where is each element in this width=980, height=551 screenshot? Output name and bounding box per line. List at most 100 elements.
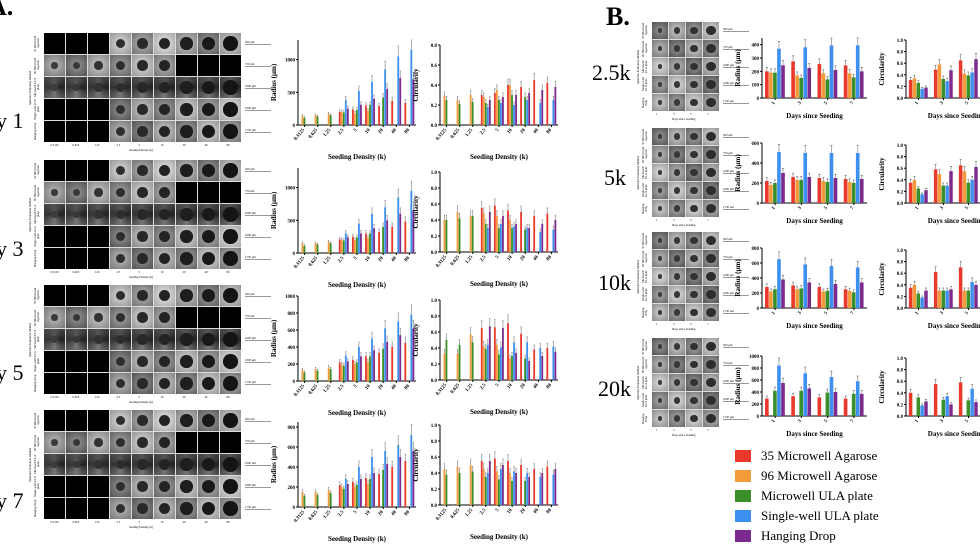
spheroid-shape [137,334,148,345]
bar [781,173,785,203]
bar [912,78,917,98]
spheroid-shape [115,60,126,71]
bar [391,100,394,125]
scale-bar: 1000 µm [245,358,271,363]
spheroid-image [686,146,702,163]
spheroid-shape [201,332,216,347]
spheroid-image [88,55,109,76]
bar [509,358,511,380]
spheroid-image [110,329,131,350]
microscopy-grid [652,338,719,427]
scale-bar: 500 µm [245,417,271,422]
spheroid-shape [673,99,681,106]
bar [777,152,781,203]
spheroid-image [110,285,131,306]
y-tick-label: 400 [752,162,760,167]
bar [829,45,834,98]
spheroid-image [198,99,219,120]
spheroid-image [44,307,65,328]
spheroid-shape [158,333,171,346]
bar [941,399,946,416]
spheroid-shape [223,376,238,391]
bar [859,282,864,308]
bar [821,73,826,98]
bar [769,291,773,308]
x-tick-label: 1.25 [323,384,333,394]
spheroid-shape [158,125,171,138]
legend-item: 96 Microwell Agarose [735,468,877,483]
spheroid-image [669,40,685,57]
bar [303,496,306,507]
spheroid-image [220,432,241,453]
x-tick-label: 80 [404,384,411,391]
scale-bar: 1000 µm [723,169,749,174]
bar [833,284,838,308]
bar [533,469,536,505]
grid-x-label: 3 [673,322,675,326]
spheroid-shape [706,307,716,318]
spheroid-image [652,374,668,391]
y-tick-label: 0.4 [431,219,438,224]
bar [386,220,389,253]
spheroid-shape [223,413,238,428]
spheroid-shape [657,274,663,279]
x-tick-label: 1 [915,419,921,425]
x-tick-label: 0.3125 [435,508,448,522]
bar [445,340,448,380]
bar [404,221,407,253]
spheroid-image [176,182,197,203]
spheroid-image [154,285,175,306]
spheroid-shape [158,230,171,243]
bar [355,109,358,125]
spheroid-shape [115,503,126,514]
microscopy-grid [44,285,241,394]
bar [367,484,369,507]
spheroid-image [66,410,87,431]
legend-label: Microwell ULA plate [761,488,873,503]
bar [353,487,356,507]
bar [386,89,389,125]
scale-bar: 1000 µm [723,379,749,384]
spheroid-shape [137,437,148,448]
y-tick-label: 200 [752,70,760,75]
spheroid-image [176,498,197,519]
bar [970,72,974,98]
bar [502,465,504,505]
bar [807,68,812,98]
bar [316,116,319,125]
x-tick-label: 0.3125 [293,256,306,270]
spheroid-shape [158,164,171,177]
y-tick-label: 0.0 [431,251,438,256]
spheroid-image [66,204,87,225]
bar [539,232,542,252]
bar [528,228,531,252]
spheroid-image [132,160,153,181]
spheroid-shape [180,502,193,515]
spheroid-shape [158,436,171,449]
scale-bar: 750 µm [245,439,271,444]
bar [821,291,826,308]
spheroid-image [198,226,219,247]
grid-row-label: Hanging Drop [642,203,648,214]
spheroid-shape [72,210,81,219]
spheroid-image [669,232,685,249]
grid-x-label: 3 [673,428,675,432]
spheroid-shape [673,27,681,34]
grid-x-label: 0.3125 [50,143,59,147]
y-axis-label: Circularity [878,370,886,404]
grid-x-label: 80 [226,395,230,399]
spheroid-image [652,304,668,321]
bar [316,370,319,381]
bar [445,100,448,125]
bar [502,328,504,380]
x-tick-label: 5 [965,419,971,425]
spheroid-image [652,392,668,409]
x-tick-label: 7 [850,419,856,425]
bar [843,65,848,98]
spheroid-shape [657,188,663,193]
scale-bar: 1750 µm [723,415,749,420]
bar [765,398,769,416]
spheroid-shape [94,460,103,469]
bar [528,477,531,505]
grid-row-label: Microwell ULA plate [642,270,648,283]
